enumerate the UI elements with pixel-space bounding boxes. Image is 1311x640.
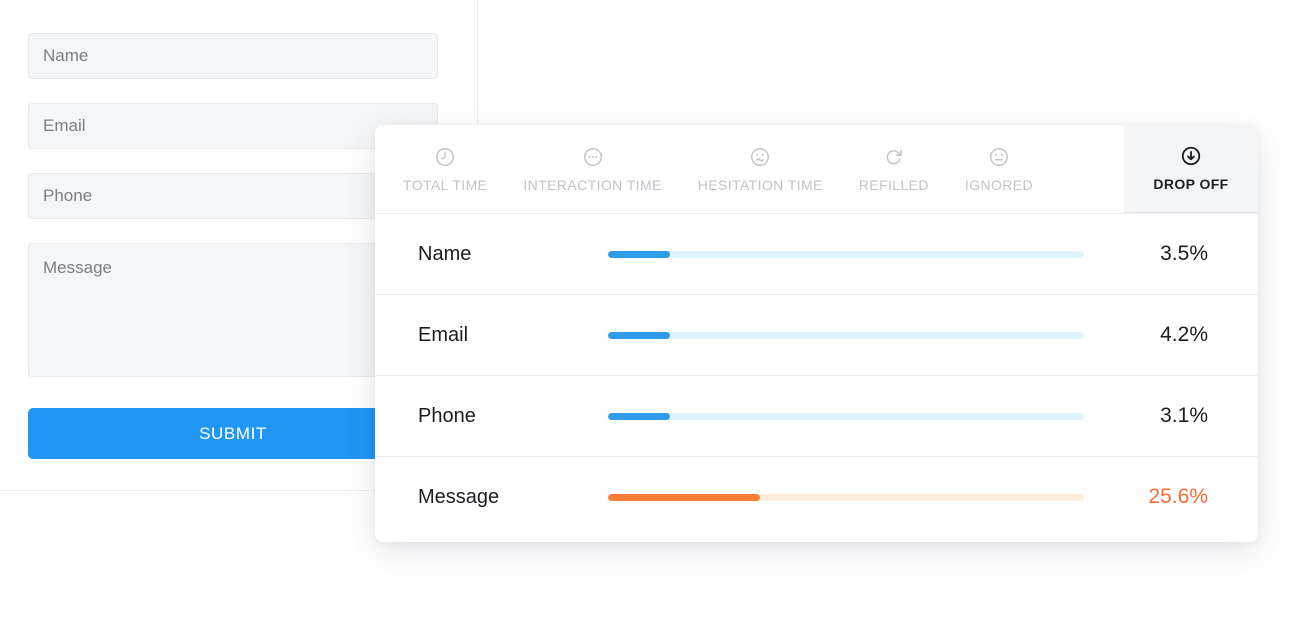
submit-button[interactable]: SUBMIT [28,408,438,459]
contact-form: SUBMIT [28,33,438,459]
tab-total-time[interactable]: TOTAL TIME [385,125,505,213]
confused-face-icon [749,146,771,168]
row-label: Phone [418,404,476,427]
progress-bar [608,412,1084,420]
progress-bar [608,250,1084,258]
tab-interaction-time[interactable]: INTERACTION TIME [505,125,679,213]
clock-icon [434,146,456,168]
neutral-face-icon [988,146,1010,168]
tab-refilled[interactable]: REFILLED [841,125,947,213]
row-value: 3.5% [1160,242,1208,265]
tab-ignored[interactable]: IGNORED [947,125,1051,213]
progress-bar-fill [608,412,670,420]
progress-bar [608,331,1084,339]
phone-field[interactable] [28,173,438,219]
table-row-email: Email 4.2% [375,294,1258,375]
row-value: 25.6% [1148,485,1208,508]
row-value: 4.2% [1160,323,1208,346]
email-field[interactable] [28,103,438,149]
table-row-message: Message 25.6% [375,456,1258,537]
arrow-down-circle-icon [1180,145,1202,167]
table-row-name: Name 3.5% [375,213,1258,294]
tab-label: TOTAL TIME [403,176,488,193]
progress-bar [608,493,1084,501]
tab-label: REFILLED [858,176,929,193]
ellipsis-circle-icon [582,146,604,168]
progress-bar-fill [608,331,670,339]
tab-label: INTERACTION TIME [523,176,662,193]
tab-label: HESITATION TIME [697,176,823,193]
table-row-phone: Phone 3.1% [375,375,1258,456]
progress-bar-fill [608,493,761,501]
tab-label: DROP OFF [1153,176,1229,192]
refresh-icon [883,146,905,168]
tab-label: IGNORED [964,176,1034,193]
name-field[interactable] [28,33,438,79]
row-value: 3.1% [1160,404,1208,427]
message-field[interactable] [28,243,438,377]
tab-drop-off[interactable]: DROP OFF [1124,125,1258,213]
row-label: Email [418,323,469,346]
row-label: Message [418,485,500,508]
drop-off-table: Name 3.5% Email 4.2% Phone 3.1% Message [375,213,1258,542]
tab-hesitation-time[interactable]: HESITATION TIME [680,125,841,213]
progress-bar-fill [608,250,670,258]
row-label: Name [418,242,472,265]
vertical-divider [477,0,478,126]
horizontal-divider [0,490,478,491]
form-analytics-card: TOTAL TIME INTERACTION TIME HESITATION T… [375,125,1258,542]
metric-tabs: TOTAL TIME INTERACTION TIME HESITATION T… [375,125,1258,213]
